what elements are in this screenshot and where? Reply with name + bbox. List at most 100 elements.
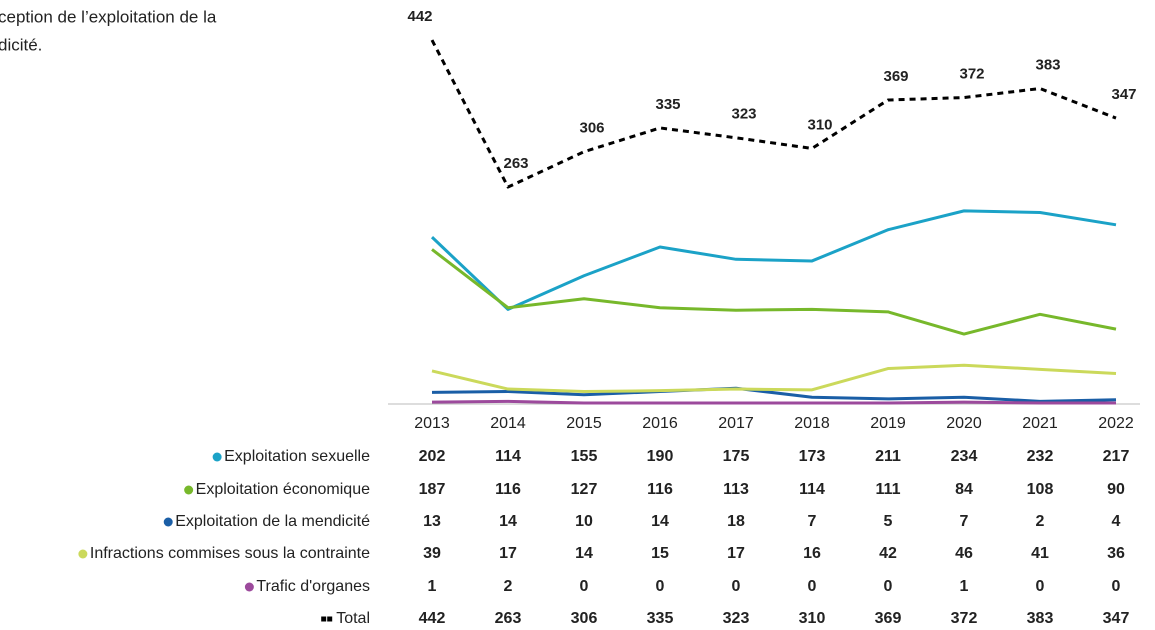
table-cell: 14: [499, 513, 517, 530]
table-cell: 114: [799, 481, 825, 498]
table-cell: 7: [808, 513, 817, 530]
table-cell: 1: [960, 578, 969, 595]
table-cell: 46: [955, 545, 973, 562]
table-cell: 369: [875, 610, 902, 627]
table-cell: 17: [727, 545, 745, 562]
table-cell: 36: [1107, 545, 1125, 562]
table-cell: 232: [1027, 448, 1054, 465]
table-cell: 2: [1036, 513, 1045, 530]
data-label: 372: [959, 66, 984, 83]
table-cell: 347: [1103, 610, 1130, 627]
x-tick-label: 2018: [794, 415, 830, 432]
table-cell: 1: [428, 578, 437, 595]
table-cell: 13: [423, 513, 441, 530]
x-tick-label: 2022: [1098, 415, 1134, 432]
x-tick-label: 2013: [414, 415, 450, 432]
table-cell: 108: [1027, 481, 1054, 498]
table-cell: 187: [419, 481, 446, 498]
data-label: 263: [503, 155, 528, 172]
data-label: 347: [1111, 86, 1136, 103]
table-cell: 306: [571, 610, 598, 627]
x-tick-label: 2019: [870, 415, 906, 432]
table-cell: 0: [1112, 578, 1121, 595]
legend-marker: [78, 549, 88, 559]
table-cell: 202: [419, 448, 446, 465]
table-cell: 234: [951, 448, 978, 465]
annotation: dicité.: [0, 35, 42, 54]
data-label: 310: [807, 116, 832, 133]
table-cell: 383: [1027, 610, 1054, 627]
table-cell: 263: [495, 610, 522, 627]
table-cell: 7: [960, 513, 969, 530]
table-cell: 173: [799, 448, 826, 465]
table-cell: 0: [580, 578, 589, 595]
legend-label: Total: [336, 610, 370, 627]
legend-label: Exploitation de la mendicité: [175, 513, 370, 530]
table-cell: 127: [571, 481, 598, 498]
table-cell: 0: [1036, 578, 1045, 595]
legend-label: Trafic d'organes: [256, 578, 370, 595]
series-line: [431, 363, 1117, 394]
table-cell: 155: [571, 448, 598, 465]
table-cell: 114: [495, 448, 521, 465]
table-cell: 335: [647, 610, 674, 627]
table-cell: 0: [884, 578, 893, 595]
x-tick-label: 2014: [490, 415, 526, 432]
table-cell: 113: [723, 481, 749, 498]
table-cell: 310: [799, 610, 826, 627]
total-line: [430, 39, 1117, 189]
data-label: 383: [1035, 56, 1060, 73]
legend-marker: [321, 616, 327, 622]
legend-marker: [244, 582, 254, 592]
table-cell: 323: [723, 610, 750, 627]
table-cell: 111: [876, 481, 901, 498]
x-tick-label: 2017: [718, 415, 754, 432]
table-cell: 175: [723, 448, 750, 465]
series-line: [430, 209, 1117, 311]
table-cell: 42: [879, 545, 897, 562]
series-line: [431, 399, 1116, 405]
table-cell: 14: [575, 545, 593, 562]
data-label: 323: [731, 106, 756, 123]
table-cell: 14: [651, 513, 669, 530]
table-cell: 0: [656, 578, 665, 595]
table-cell: 5: [884, 513, 893, 530]
table-cell: 190: [647, 448, 674, 465]
x-tick-label: 2021: [1022, 415, 1058, 432]
data-label: 442: [407, 8, 432, 25]
table-cell: 84: [955, 481, 973, 498]
table-cell: 10: [575, 513, 593, 530]
legend-label: Exploitation économique: [196, 481, 370, 498]
legend-marker: [212, 452, 222, 462]
table-cell: 39: [423, 545, 441, 562]
table-cell: 442: [419, 610, 446, 627]
table-cell: 4: [1112, 513, 1121, 530]
x-tick-label: 2020: [946, 415, 982, 432]
table-cell: 17: [499, 545, 517, 562]
legend-marker: [327, 616, 333, 622]
table-cell: 0: [732, 578, 741, 595]
x-tick-label: 2015: [566, 415, 602, 432]
table-cell: 2: [504, 578, 513, 595]
legend-label: Exploitation sexuelle: [224, 448, 370, 465]
series-line: [431, 248, 1117, 336]
table-cell: 211: [875, 448, 901, 465]
table-cell: 0: [808, 578, 817, 595]
data-label: 335: [655, 96, 680, 113]
table-cell: 15: [651, 545, 669, 562]
table-cell: 18: [727, 513, 745, 530]
table-cell: 116: [647, 481, 673, 498]
data-label: 306: [579, 120, 604, 137]
legend-marker: [184, 485, 194, 495]
series-line: [431, 386, 1117, 403]
table-cell: 16: [803, 545, 821, 562]
annotation: ception de l’exploitation de la: [0, 7, 217, 26]
table-cell: 116: [495, 481, 521, 498]
legend-marker: [163, 517, 173, 527]
x-tick-label: 2016: [642, 415, 678, 432]
table-cell: 41: [1031, 545, 1049, 562]
table-cell: 217: [1103, 448, 1130, 465]
data-label: 369: [883, 68, 908, 85]
table-cell: 90: [1107, 481, 1125, 498]
